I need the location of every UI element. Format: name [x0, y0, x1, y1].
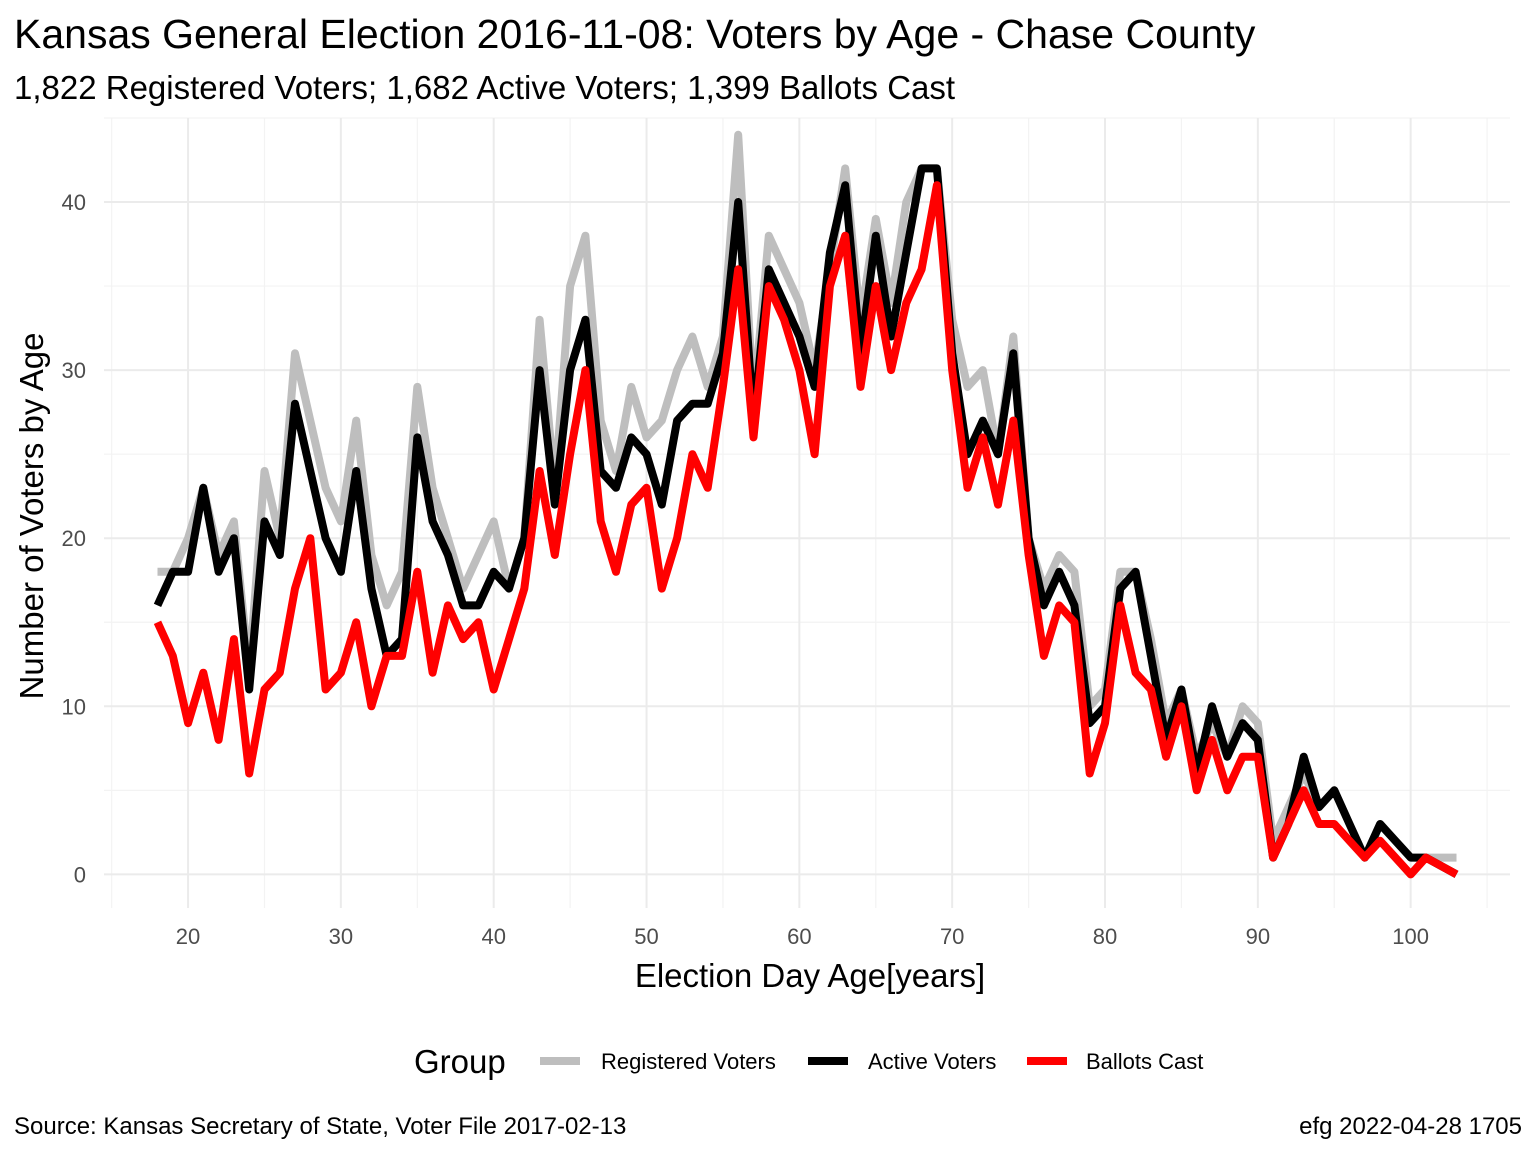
- x-tick-label: 70: [940, 924, 964, 949]
- x-tick-label: 30: [329, 924, 353, 949]
- y-tick-label: 40: [62, 190, 86, 215]
- x-axis-title: Election Day Age[years]: [635, 957, 985, 994]
- series-line-registered-voters: [157, 130, 1457, 862]
- x-tick-label: 80: [1093, 924, 1117, 949]
- x-tick-label: 20: [176, 924, 200, 949]
- x-tick-label: 90: [1246, 924, 1270, 949]
- legend-title: Group: [414, 1043, 506, 1080]
- chart-title: Kansas General Election 2016-11-08: Vote…: [14, 11, 1256, 57]
- y-axis-ticks: 0 10 20 30 40: [62, 190, 86, 887]
- legend-label: Ballots Cast: [1086, 1049, 1203, 1074]
- y-axis-title: Number of Voters by Age: [13, 333, 50, 700]
- y-tick-label: 0: [74, 862, 86, 887]
- y-tick-label: 20: [62, 526, 86, 551]
- y-tick-label: 30: [62, 358, 86, 383]
- credit-caption: efg 2022-04-28 1705: [1299, 1113, 1522, 1140]
- legend-label: Active Voters: [868, 1049, 996, 1074]
- x-tick-label: 50: [634, 924, 658, 949]
- chart-subtitle: 1,822 Registered Voters; 1,682 Active Vo…: [14, 69, 955, 106]
- series-lines: [153, 130, 1459, 879]
- legend-label: Registered Voters: [601, 1049, 776, 1074]
- y-tick-label: 10: [62, 694, 86, 719]
- x-tick-label: 60: [787, 924, 811, 949]
- series-line-ballots-cast: [153, 181, 1459, 879]
- source-caption: Source: Kansas Secretary of State, Voter…: [14, 1113, 626, 1140]
- legend: Group Registered Voters Active Voters Ball…: [414, 1043, 1203, 1080]
- x-axis-ticks: 20 30 40 50 60 70 80 90 100: [176, 924, 1429, 949]
- x-tick-label: 100: [1392, 924, 1429, 949]
- x-tick-label: 40: [481, 924, 505, 949]
- series-line-active-voters: [153, 164, 1459, 878]
